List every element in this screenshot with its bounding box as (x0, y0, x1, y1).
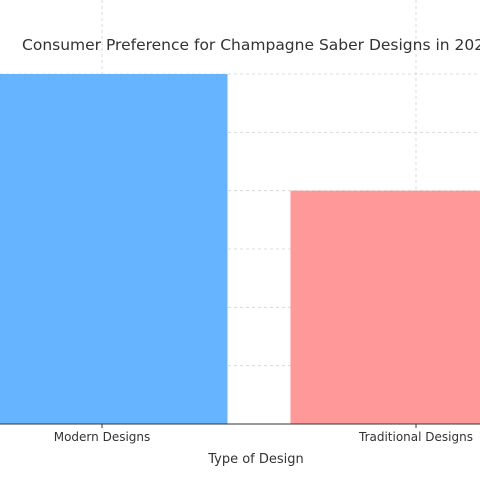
x-tick-label: Traditional Designs (358, 430, 473, 444)
x-axis-label: Type of Design (207, 452, 304, 467)
bar-modern-designs (0, 74, 228, 424)
bars (0, 74, 480, 424)
bar-traditional-designs (290, 190, 480, 424)
x-tick-labels: Modern Designs Traditional Designs (54, 430, 473, 444)
x-tick-label: Modern Designs (54, 430, 151, 444)
chart-title: Consumer Preference for Champagne Saber … (22, 36, 480, 54)
x-axis (0, 423, 480, 428)
